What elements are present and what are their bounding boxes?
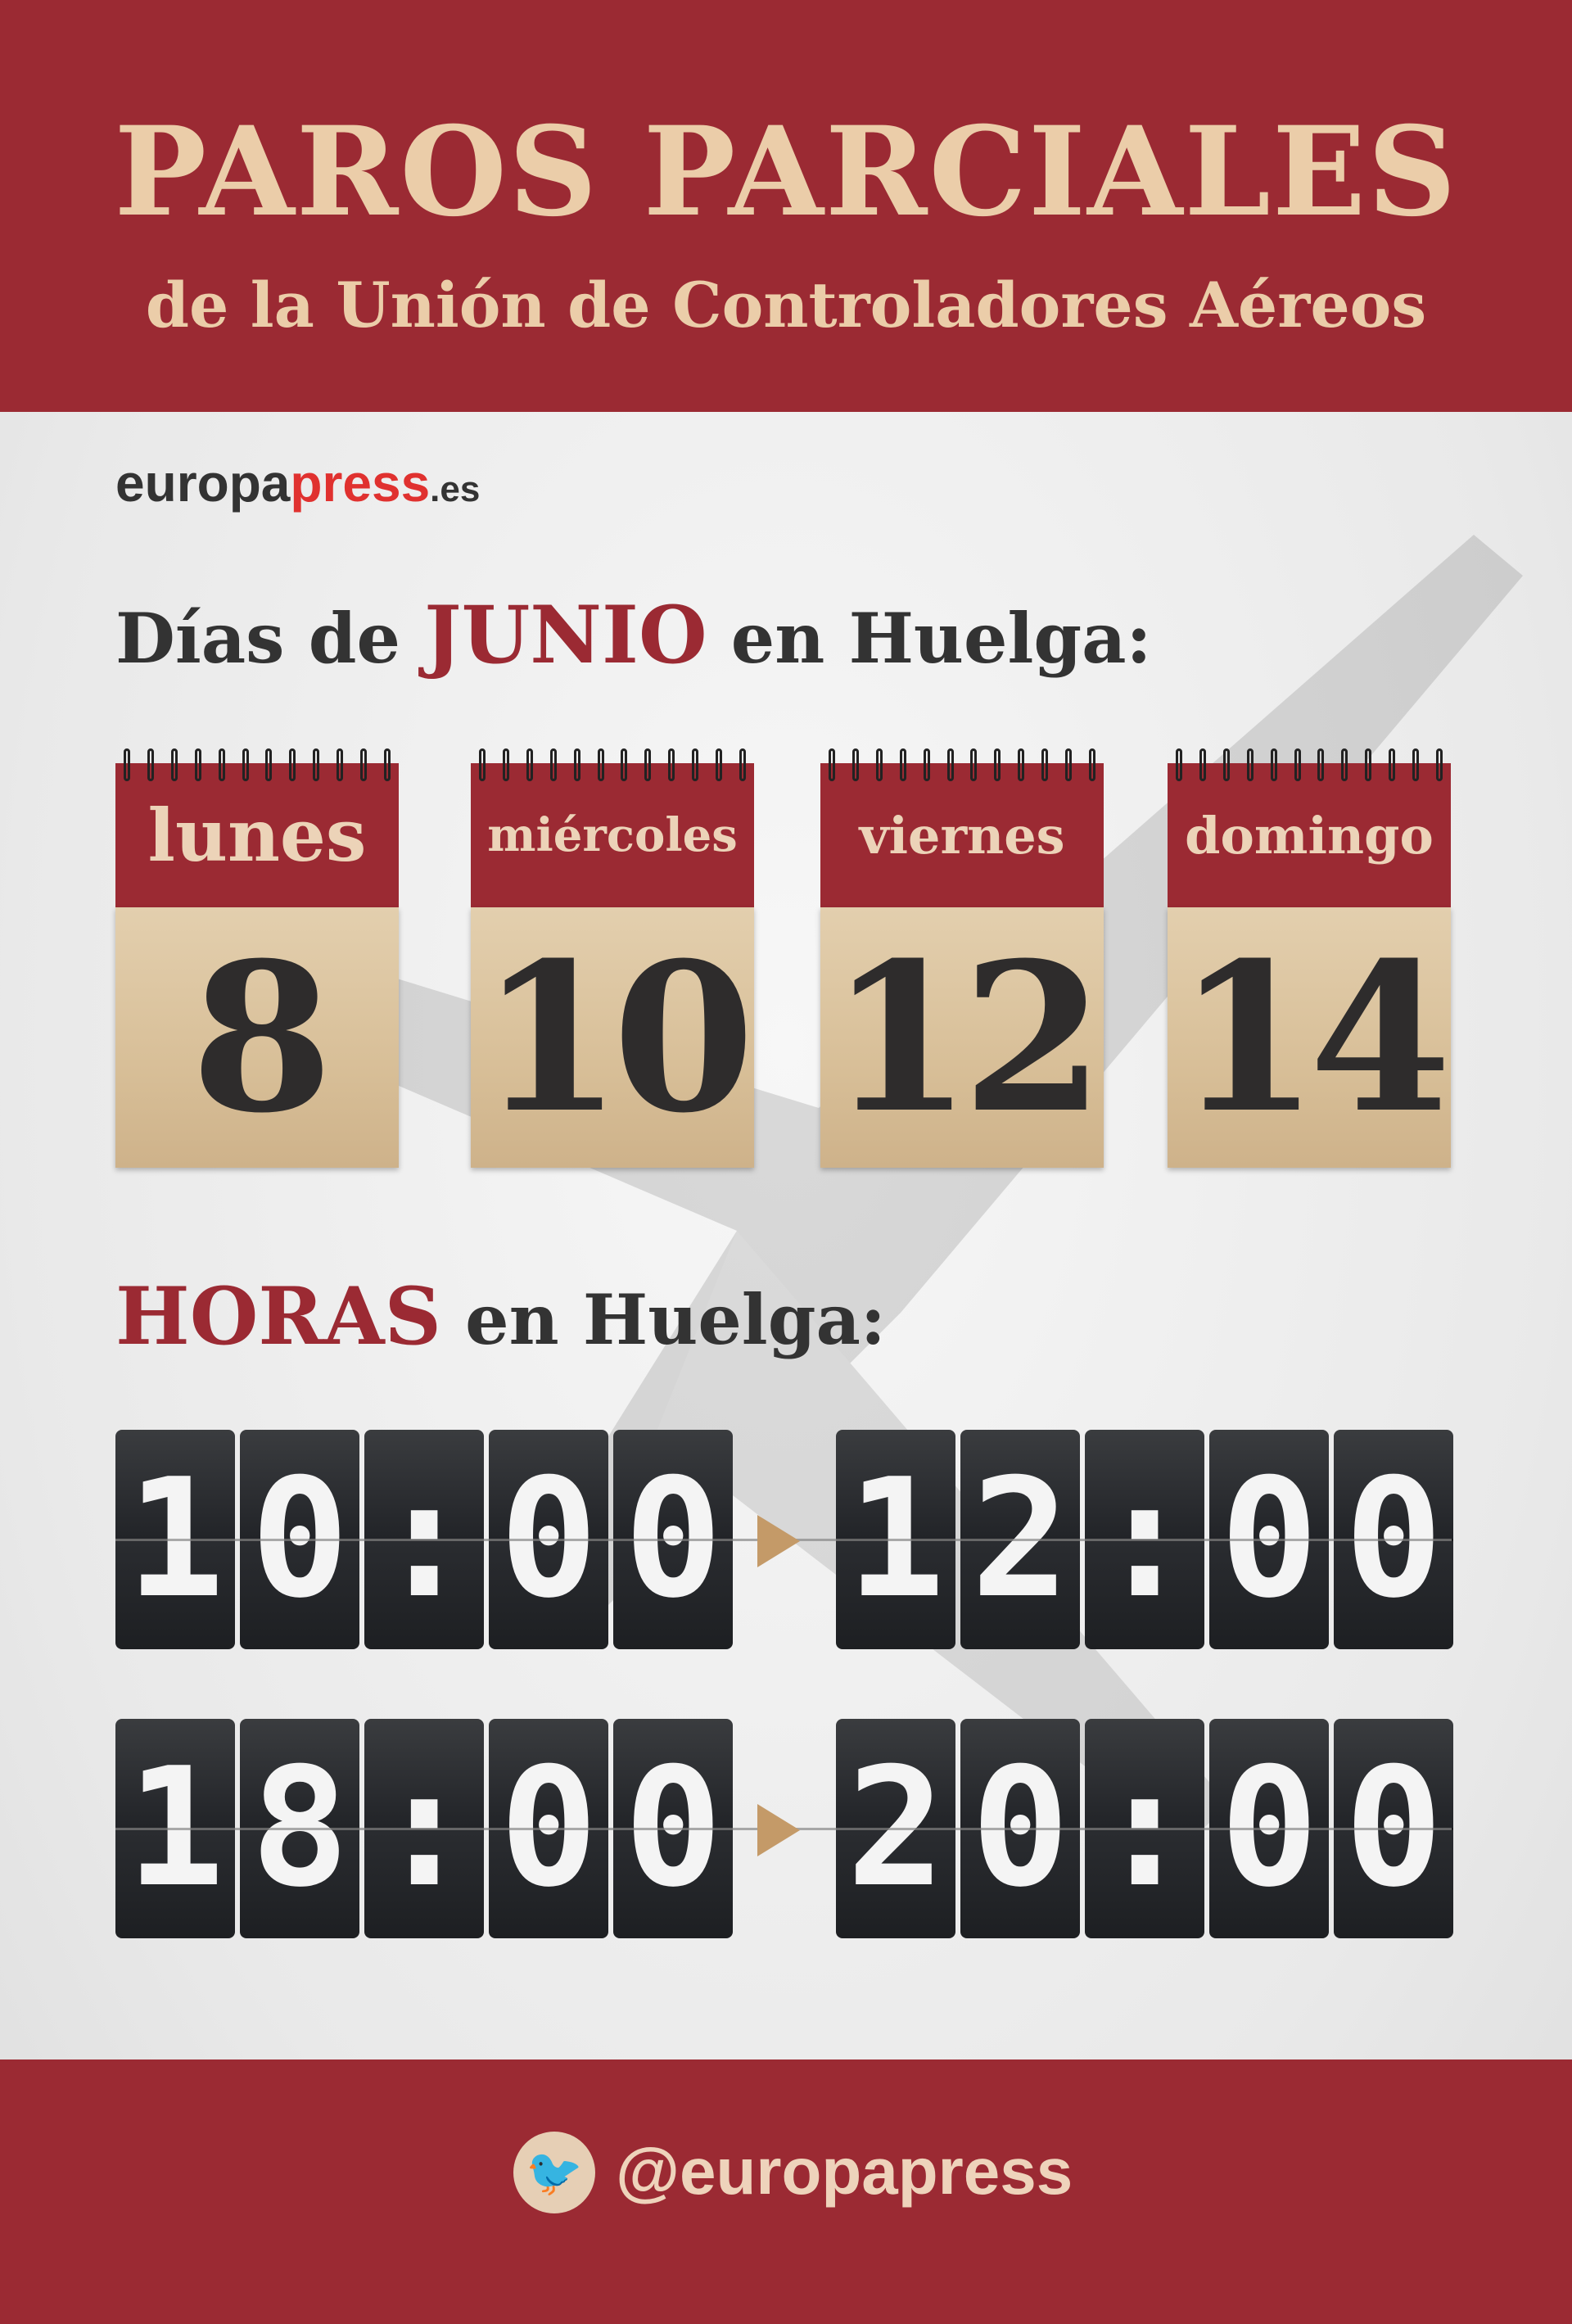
time-range: 18:00 20:00 xyxy=(115,1719,1453,1938)
days-heading-post: en Huelga: xyxy=(707,598,1152,679)
arrow-right-icon xyxy=(757,1515,800,1567)
europapress-logo[interactable]: europapress.es xyxy=(115,457,480,509)
title: PAROS PARCIALES xyxy=(114,100,1458,244)
twitter-icon[interactable]: 🐦 xyxy=(513,2132,595,2213)
twitter-handle[interactable]: @europapress xyxy=(616,2135,1073,2208)
calendar-day: viernes 12 xyxy=(820,748,1104,1168)
calendar-day: domingo 14 xyxy=(1168,748,1452,1168)
spiral-rings xyxy=(124,748,391,781)
days-heading-month: JUNIO xyxy=(424,589,707,681)
header: PAROS PARCIALES de la Unión de Controlad… xyxy=(0,0,1572,412)
days-heading: Días de JUNIO en Huelga: xyxy=(115,596,1152,675)
calendar-weekday: viernes xyxy=(820,763,1104,907)
hours-heading-post: en Huelga: xyxy=(440,1279,886,1360)
calendar-weekday: lunes xyxy=(115,763,399,907)
calendar-date: 12 xyxy=(820,907,1104,1168)
calendar-day: lunes 8 xyxy=(115,748,399,1168)
spiral-rings xyxy=(829,748,1095,781)
calendar-weekday: domingo xyxy=(1168,763,1451,907)
logo-es: .es xyxy=(430,469,481,509)
hours-heading-accent: HORAS xyxy=(115,1270,441,1363)
days-heading-pre: Días de xyxy=(115,598,425,679)
time-range: 10:00 12:00 xyxy=(115,1430,1453,1649)
hours-heading: HORAS en Huelga: xyxy=(115,1277,886,1356)
subtitle: de la Unión de Controladores Aéreos xyxy=(145,269,1427,341)
calendar-day: miércoles 10 xyxy=(471,748,755,1168)
logo-europa: europa xyxy=(115,454,291,513)
spiral-rings xyxy=(479,748,746,781)
spiral-rings xyxy=(1176,748,1443,781)
logo-press: press xyxy=(290,454,431,513)
footer xyxy=(0,2059,1572,2324)
calendar-date: 14 xyxy=(1168,907,1452,1168)
calendar-date: 10 xyxy=(471,907,755,1168)
arrow-right-icon xyxy=(757,1804,800,1856)
calendar-date: 8 xyxy=(115,907,399,1168)
calendar-weekday: miércoles xyxy=(471,763,754,907)
